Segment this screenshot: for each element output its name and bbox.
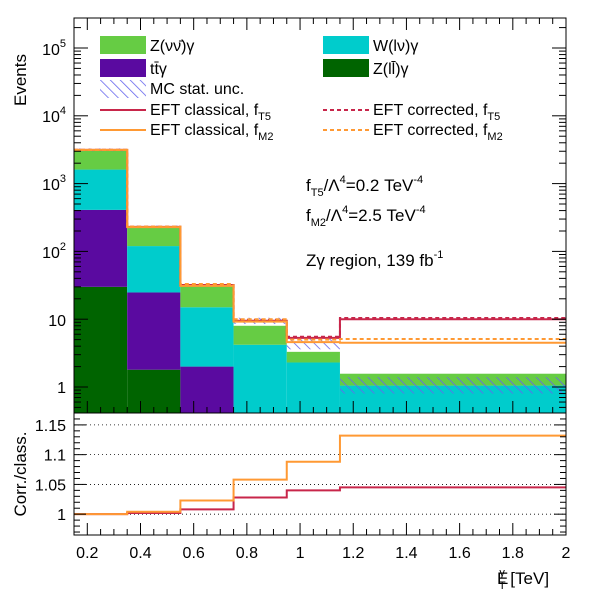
xtick-label-1: 0.4 [129,545,151,562]
xtick-label-0: 0.2 [76,545,98,562]
xtick-label-9: 2 [562,545,571,562]
bar-tt-bin1 [127,292,181,370]
legend-label-t5-classical: EFT classical, fT5 [150,102,271,123]
bar-zll-bin0 [74,286,128,413]
bar-z-bin2 [180,284,234,308]
ytick-label-1e5: 105 [42,38,66,59]
bottom-ytick-labels: 1 1.05 1.1 1.15 [35,418,66,524]
legend-label-mcstat: MC stat. unc. [150,81,244,98]
bottom-ylabel: Corr./class. [11,431,30,516]
ratio-line-f-m2-ratio [74,434,566,516]
line-eft-corrected--f-m2 [74,148,566,341]
ytick-label-1e3: 103 [42,173,66,194]
bar-tt-bin2 [180,366,234,413]
bar-z-bin3 [233,325,287,345]
xtick-label-6: 1.4 [395,545,417,562]
bar-z-bin1 [127,226,181,247]
top-ytick-labels: 1 10 102 103 104 105 [42,38,66,397]
legend-label-m2-corrected: EFT corrected, fM2 [373,122,503,143]
annotations: fT5/Λ4=0.2 TeV-4 fM2/Λ4=2.5 TeV-4 Zγ reg… [306,174,443,270]
mc-stat-band-bin5 [339,377,566,394]
bar-tt-bin4 [287,414,340,434]
stack-bars [74,149,566,434]
bottom-ytick-label-3: 1.15 [35,418,66,435]
bottom-ytick-label-1: 1.05 [35,477,66,494]
top-ylabel: Events [11,54,30,106]
xtick-labels: 0.2 0.4 0.6 0.8 1 1.2 1.4 1.6 1.8 2 [76,545,570,562]
bar-zll-bin1 [127,369,181,413]
legend-swatch-ttg [100,59,146,77]
ytick-label-1e4: 104 [42,105,66,126]
legend-label-m2-classical: EFT classical, fM2 [150,122,273,143]
bottom-panel-frame [73,412,567,536]
bar-z-bin0 [74,149,128,170]
annotation-ft5: fT5/Λ4=0.2 TeV-4 [306,174,423,199]
bar-wl-bin4 [286,362,340,413]
line-eft-classical--f-m2 [74,148,566,344]
bar-wl-bin0 [74,169,128,210]
bar-tt-bin5 [340,414,566,434]
annotation-region: Zγ region, 139 fb-1 [306,249,443,270]
axes [74,18,567,535]
bar-z-bin4 [286,351,340,363]
annotation-fm2: fM2/Λ4=2.5 TeV-4 [306,204,426,229]
legend-label-zll: Z(ll̄)γ [373,60,409,78]
bar-tt-bin3 [234,414,287,434]
legend-label-ttg: tt̄γ [150,61,167,78]
x-axis-label: Eγ T [TeV] [497,567,549,592]
mc-stat-band-bin4 [286,339,340,350]
bar-tt-bin0 [74,209,128,287]
ratio-lines [74,434,566,516]
ytick-label-1e2: 102 [42,241,66,262]
xtick-label-3: 0.8 [236,545,258,562]
bar-wl-bin2 [180,307,234,367]
bottom-ytick-label-0: 1 [57,507,66,524]
xtick-label-8: 1.8 [502,545,524,562]
legend-label-wlv: W(lν)γ [373,38,418,55]
xtick-label-7: 1.6 [448,545,470,562]
eft-lines [74,148,566,344]
ytick-label-10: 10 [48,313,66,330]
xtick-label-4: 1 [296,545,305,562]
legend-swatch-mcstat [100,80,146,98]
legend-swatch-zvv [100,36,146,54]
legend-label-t5-corrected: EFT corrected, fT5 [373,102,500,123]
bottom-ytick-label-2: 1.1 [44,448,66,465]
legend-swatch-zll [323,59,369,77]
legend: Z(νν̄)γ tt̄γ MC stat. unc. EFT classical… [100,36,503,143]
xtick-label-2: 0.6 [183,545,205,562]
bar-wl-bin3 [233,344,287,413]
xtick-label-5: 1.2 [342,545,364,562]
legend-swatch-wlv [323,36,369,54]
ytick-label-1: 1 [57,380,66,397]
ratio-grid [74,424,566,515]
ratio-line-f-t5-ratio [74,486,566,516]
bar-wl-bin1 [127,246,181,293]
line-eft-corrected--f-t5 [74,148,566,338]
legend-label-zvv: Z(νν̄)γ [150,38,194,55]
